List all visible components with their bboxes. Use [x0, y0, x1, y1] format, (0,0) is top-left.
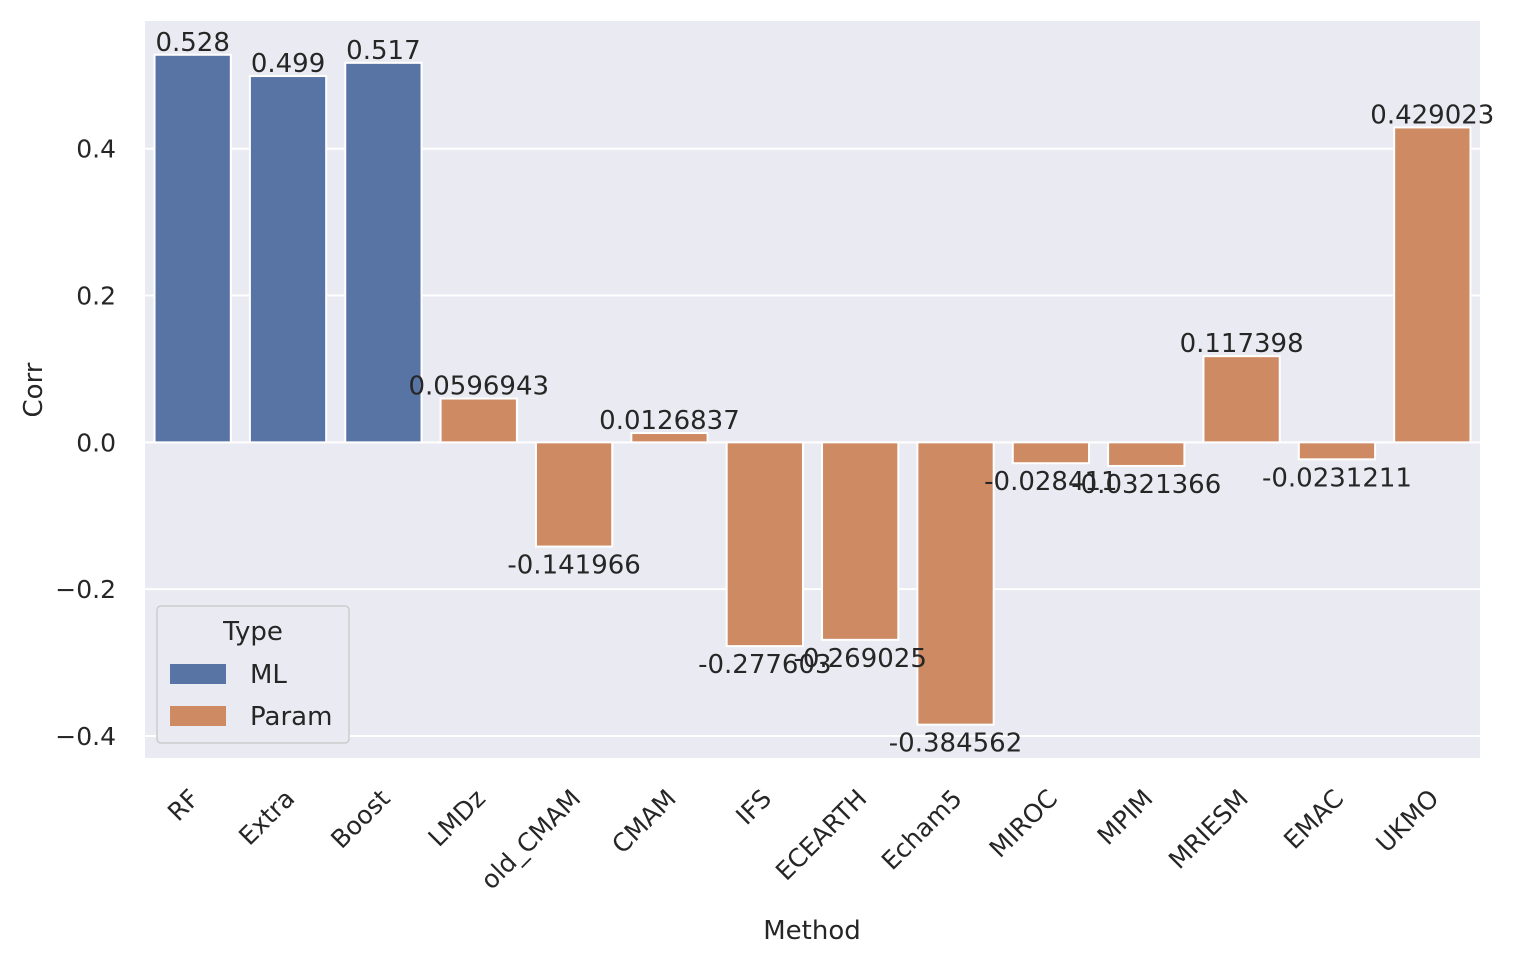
- x-tick-label: ECEARTH: [770, 784, 872, 886]
- legend-swatch-ml: [170, 664, 226, 684]
- x-tick-label: IFS: [730, 784, 777, 831]
- y-axis-label: Corr: [19, 362, 49, 417]
- x-tick-label: MRIESM: [1163, 784, 1254, 875]
- bar-extra: [248, 75, 328, 444]
- bar-ecearth: [821, 441, 900, 641]
- x-tick-label: Boost: [325, 784, 396, 855]
- bar-ifs: [725, 441, 804, 648]
- y-tick-label: −0.4: [55, 722, 116, 751]
- bar-mpim: [1107, 441, 1186, 467]
- bar-cmam: [630, 432, 709, 444]
- data-label: -0.277603: [698, 650, 831, 680]
- bar-lmdz: [439, 397, 518, 444]
- legend: Type ML Param: [156, 605, 350, 744]
- data-label: 0.517: [346, 36, 420, 66]
- legend-swatch-param: [170, 706, 226, 726]
- data-label: -0.028411: [984, 467, 1117, 497]
- y-tick-label: −0.2: [55, 575, 116, 604]
- bar-old-cmam: [534, 441, 614, 548]
- bar-boost: [344, 61, 423, 444]
- data-label: 0.0126837: [599, 406, 740, 436]
- y-tick-label: 0.2: [76, 282, 116, 311]
- x-tick-label: MIROC: [984, 784, 1064, 864]
- bar-emac: [1297, 441, 1377, 461]
- bar-echam5: [916, 441, 995, 726]
- data-label: 0.0596943: [408, 372, 549, 402]
- x-tick-label: EMAC: [1278, 784, 1349, 855]
- y-tick-label: 0.0: [76, 428, 116, 457]
- data-label: 0.528: [155, 28, 229, 58]
- x-tick-label: UKMO: [1370, 784, 1444, 858]
- data-label: 0.117398: [1180, 329, 1304, 359]
- data-label: -0.0231211: [1262, 463, 1412, 493]
- data-labels: 0.528 0.499 0.517 0.0596943 -0.141966 0.01268…: [155, 28, 1494, 759]
- bar-miroc: [1011, 441, 1091, 465]
- legend-label-param: Param: [250, 702, 332, 732]
- x-tick-label: LMDz: [422, 784, 491, 853]
- x-tick-label: RF: [162, 784, 205, 827]
- x-tick-label: CMAM: [606, 784, 681, 859]
- x-axis-label: Method: [763, 916, 861, 946]
- y-tick-label: 0.4: [76, 135, 116, 164]
- y-axis: −0.4 −0.2 0.0 0.2 0.4: [55, 135, 116, 751]
- data-label: 0.429023: [1370, 100, 1494, 130]
- data-label: -0.0321366: [1071, 470, 1221, 500]
- x-tick-label: old_CMAM: [475, 784, 586, 895]
- x-tick-label: Extra: [233, 784, 300, 851]
- legend-title: Type: [222, 617, 283, 647]
- bars: [153, 53, 1472, 726]
- bar-mriesm: [1202, 355, 1281, 444]
- legend-label-ml: ML: [250, 660, 287, 690]
- data-label: 0.499: [251, 49, 325, 79]
- bar-ukmo: [1393, 126, 1472, 444]
- x-tick-label: Echam5: [876, 784, 968, 876]
- data-label: -0.269025: [793, 644, 926, 674]
- x-tick-label: MPIM: [1092, 784, 1159, 851]
- data-label: -0.384562: [889, 729, 1022, 759]
- data-label: -0.141966: [507, 551, 640, 581]
- bar-rf: [153, 53, 232, 444]
